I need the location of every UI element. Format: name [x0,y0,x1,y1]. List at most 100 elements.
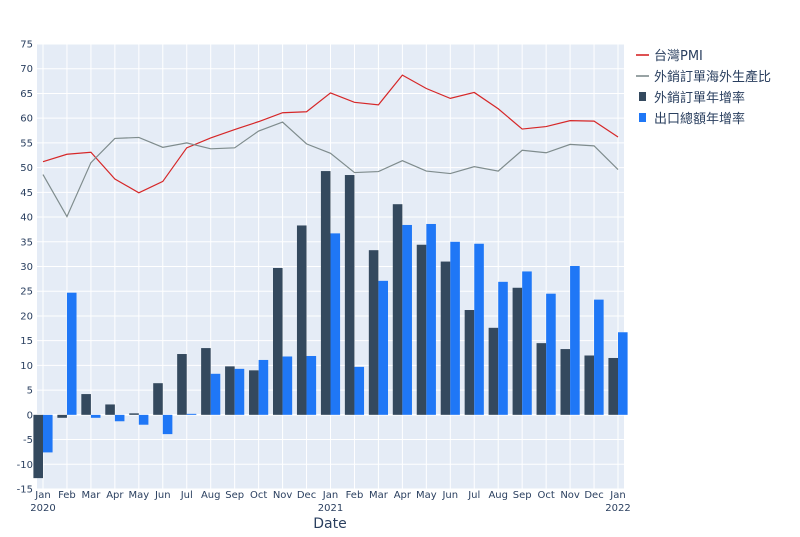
x-tick-label: Sep [513,490,532,501]
bar-export-orders-17 [440,261,451,415]
x-tick-label: Apr [106,490,124,501]
bar-exports-5 [162,414,173,435]
bar-export-orders-5 [153,383,163,415]
bar-export-orders-12 [320,171,331,415]
bar-export-orders-22 [560,349,571,415]
y-tick-label: 10 [20,361,33,372]
line-series-layer [42,74,619,218]
x-tick-label: Feb [346,490,364,501]
y-tick-label: 20 [20,311,33,322]
bar-export-orders-0 [33,414,43,479]
bar-exports-22 [570,266,580,415]
bar-export-orders-11 [296,225,307,415]
x-tick-label: Oct [250,490,267,501]
bar-export-orders-13 [344,175,355,415]
legend-label: 台灣PMI [654,49,703,64]
bar-exports-9 [258,359,269,415]
y-tick-label: 50 [20,163,33,174]
bar-exports-23 [594,299,604,415]
bar-export-orders-7 [201,348,211,415]
x-tick-label: Dec [584,490,603,501]
y-tick-label: -5 [23,435,33,446]
y-tick-label: 45 [20,188,33,199]
x-tick-label: Aug [201,490,221,501]
y-tick-label: 70 [20,64,33,75]
bar-exports-16 [426,223,436,415]
x-tick-label: Nov [560,490,580,501]
x-tick-label: Sep [225,490,244,501]
y-tick-label: 55 [20,138,33,149]
bar-exports-24 [618,332,628,415]
y-tick-label: -15 [17,485,33,496]
legend-item-0[interactable]: 台灣PMI [636,49,703,64]
bar-export-orders-21 [536,343,547,415]
bar-export-orders-3 [105,404,115,415]
bar-exports-12 [330,233,341,415]
line-pmi-series [42,74,619,194]
bar-exports-3 [114,414,125,422]
x-tick-label: Nov [273,490,293,501]
y-tick-label: 75 [20,40,33,51]
y-tick-label: 40 [20,213,33,224]
bar-export-orders-18 [464,310,475,415]
x-tick-label: Jul [467,490,480,501]
x-tick-label: Apr [394,490,412,501]
legend-item-3[interactable]: 出口總額年增率 [639,111,745,127]
x-tick-year-label: 2022 [605,503,630,514]
x-tick-label: Feb [58,490,76,501]
bar-exports-21 [546,293,556,415]
bar-export-orders-2 [81,394,91,415]
legend-item-2[interactable]: 外銷訂單年增率 [639,90,745,106]
x-tick-label: Oct [537,490,554,501]
bar-export-orders-15 [392,204,403,415]
bar-exports-10 [282,356,293,415]
x-tick-label: May [128,490,149,501]
x-tick-label: May [416,490,437,501]
bar-exports-0 [42,414,53,453]
bar-exports-18 [474,243,484,415]
bar-exports-13 [354,366,365,415]
x-axis-title: Date [313,516,346,532]
line-overseas-production-series [42,121,619,218]
bar-export-orders-9 [249,370,259,415]
legend-label: 外銷訂單海外生產比 [654,69,771,85]
bar-series-layer [33,171,628,479]
bar-exports-2 [90,414,101,418]
x-tick-label: Jan [609,490,625,501]
bar-exports-8 [234,368,245,415]
x-tick-year-label: 2020 [30,503,55,514]
legend-bar-swatch [639,113,646,122]
x-tick-label: Aug [488,490,508,501]
bar-exports-20 [522,271,532,415]
bar-exports-11 [306,355,317,415]
bar-export-orders-6 [177,354,187,415]
bar-export-orders-1 [57,414,67,418]
y-tick-label: -10 [17,460,33,471]
legend-label: 外銷訂單年增率 [654,90,745,106]
y-tick-label: 30 [20,262,33,273]
x-tick-label: Jul [180,490,193,501]
bar-export-orders-19 [488,327,499,415]
bar-export-orders-14 [368,250,379,415]
x-tick-label: Jun [154,490,171,501]
bar-export-orders-23 [584,355,595,415]
bar-export-orders-16 [416,244,427,415]
x-tick-label: Jan [322,490,338,501]
bar-exports-14 [378,280,389,415]
x-tick-label: Mar [81,490,101,501]
bar-exports-4 [138,414,149,425]
bar-exports-17 [450,241,460,415]
x-tick-year-label: 2021 [318,503,343,514]
y-tick-label: 0 [27,410,33,421]
bar-export-orders-8 [225,366,235,415]
x-tick-label: Jun [441,490,458,501]
bar-exports-7 [210,373,221,415]
x-tick-label: Dec [297,490,316,501]
legend-label: 出口總額年增率 [654,111,745,127]
legend-item-1[interactable]: 外銷訂單海外生產比 [636,69,771,85]
y-tick-label: 25 [20,287,33,298]
